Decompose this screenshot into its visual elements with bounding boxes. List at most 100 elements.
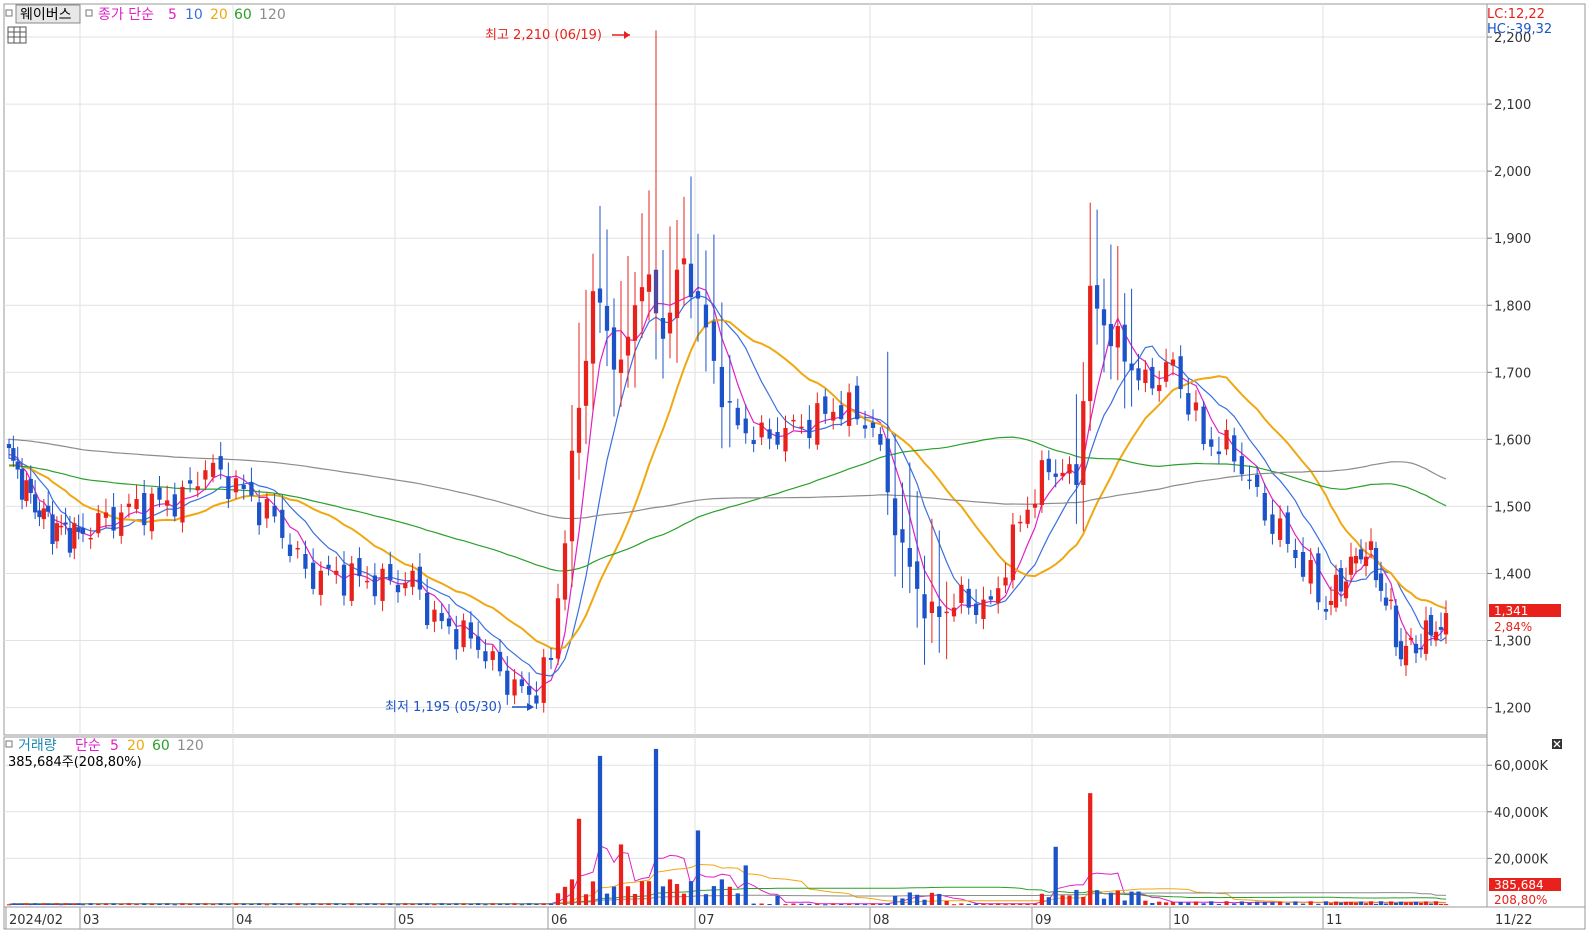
candle-body — [751, 440, 756, 445]
volume-bar — [1348, 901, 1354, 905]
volume-bar — [937, 893, 942, 905]
candle-body — [349, 563, 354, 601]
candle-body — [759, 422, 764, 438]
candle-body — [695, 291, 701, 299]
stock-name-box[interactable] — [15, 4, 81, 24]
candle-body — [1157, 385, 1162, 392]
volume-bar — [1239, 901, 1244, 905]
price-tick-label: 1,200 — [1494, 702, 1531, 717]
volume-bar — [1115, 890, 1120, 905]
candle-body — [534, 695, 539, 704]
price-tag-change: 2,84% — [1494, 620, 1532, 634]
volume-bar — [103, 903, 109, 905]
volume-bar — [334, 903, 339, 905]
candle-body — [929, 601, 935, 614]
volume-bar — [210, 904, 216, 906]
candle-body — [839, 405, 844, 420]
candle-body — [541, 657, 546, 703]
date-tick-label: 11 — [1326, 913, 1343, 928]
date-tick-label: 05 — [398, 913, 415, 928]
volume-bar — [1270, 902, 1275, 905]
candle-body — [311, 562, 316, 589]
volume-bar — [417, 903, 422, 905]
candle-body — [483, 651, 488, 662]
price-tick-label: 1,300 — [1494, 635, 1531, 650]
volume-bar — [1403, 902, 1409, 905]
volume-bar — [862, 904, 868, 906]
volume-bar — [119, 904, 124, 906]
candle-body — [1333, 574, 1339, 608]
volume-bar — [1094, 890, 1100, 905]
volume-bar — [203, 903, 208, 905]
volume-bar — [187, 903, 193, 905]
candle-body — [569, 450, 575, 542]
candle-body — [490, 651, 495, 660]
candle-body — [11, 448, 16, 461]
volume-tick-label: 40,000K — [1494, 806, 1548, 821]
volume-bar — [446, 904, 452, 906]
candle-body — [1418, 647, 1424, 650]
volume-bar — [674, 884, 680, 905]
candle-body — [885, 438, 890, 493]
high-label: 최고 2,210 (06/19) — [485, 28, 602, 43]
ma5-label: 5 — [168, 7, 177, 23]
volume-bar — [432, 904, 437, 906]
volume-bar — [534, 903, 539, 905]
candle-body — [41, 508, 46, 520]
square-icon — [5, 9, 13, 17]
candle-body — [847, 392, 852, 426]
volume-bar — [681, 893, 687, 905]
candle-body — [1255, 474, 1260, 487]
volume-bar — [395, 904, 401, 906]
volume-bar — [1010, 903, 1016, 905]
volume-bar — [831, 903, 836, 905]
candle-body — [1039, 460, 1045, 506]
candle-body — [618, 359, 624, 373]
price-tick-label: 1,400 — [1494, 567, 1531, 582]
candle-body — [1088, 285, 1093, 402]
vma20-label: 20 — [127, 738, 145, 754]
candle-body — [799, 426, 804, 429]
price-axis-panel — [1486, 3, 1586, 908]
candle-body — [303, 554, 308, 569]
volume-bar — [1423, 901, 1429, 905]
volume-bar — [1293, 901, 1298, 905]
candle-body — [226, 476, 231, 500]
candle-body — [218, 456, 223, 470]
candle-body — [527, 686, 532, 695]
volume-bar — [28, 904, 33, 906]
candle-body — [37, 510, 42, 518]
candle-body — [1383, 597, 1389, 606]
candle-body — [1388, 599, 1394, 602]
volume-bar — [454, 903, 459, 905]
close-icon[interactable] — [1552, 739, 1562, 749]
ma-title: 종가 단순 — [98, 7, 154, 23]
candle-body — [907, 547, 912, 567]
volume-bar — [96, 903, 101, 905]
candle-body — [461, 620, 466, 648]
candle-body — [775, 431, 780, 445]
volume-bar — [519, 904, 524, 906]
table-icon[interactable] — [7, 26, 27, 44]
candle-body — [1293, 549, 1298, 559]
volume-bar — [1053, 846, 1058, 905]
volume-bar — [548, 903, 554, 905]
candle-body — [1170, 359, 1176, 366]
candle-body — [257, 502, 262, 526]
candle-body — [59, 525, 64, 528]
candle-body — [604, 305, 610, 331]
candle-body — [1328, 600, 1334, 605]
volume-bar — [1143, 900, 1148, 905]
volume-bar — [885, 903, 890, 905]
price-tick-label: 1,900 — [1494, 232, 1531, 247]
volume-bar — [907, 892, 912, 905]
volume-bar — [1216, 903, 1222, 905]
volume-bar — [180, 903, 185, 905]
volume-bar — [1328, 903, 1334, 905]
candle-body — [870, 422, 876, 428]
volume-bar — [981, 903, 986, 905]
candle-body — [1363, 556, 1369, 567]
candle-body — [892, 498, 898, 536]
candle-body — [165, 500, 170, 506]
candle-body — [24, 480, 29, 502]
